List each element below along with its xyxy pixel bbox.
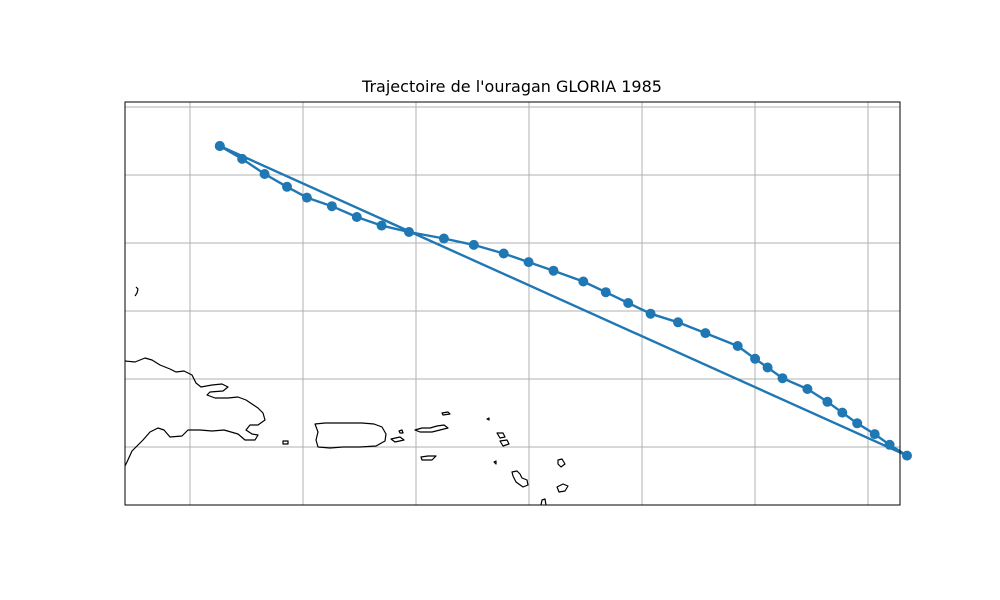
track-point [645,308,656,319]
coastline-anegada [441,411,451,416]
coastline-marie-galante [556,483,569,493]
track-point [623,298,634,308]
track-point [523,257,534,268]
coastline-anguilla [486,417,490,421]
coastline-st-croix [420,455,437,461]
coastline-mona [282,440,289,445]
coastline-puerto-rico [314,422,387,449]
track-point [301,192,312,203]
track-point [498,248,509,259]
coastline-vieques [390,436,405,443]
track-point [468,239,479,250]
track-point [438,233,449,244]
track-point [214,141,225,151]
track-point [700,328,711,339]
track-point [600,287,611,298]
track-point [750,353,761,364]
coastline-virgin-islands [414,424,449,433]
track-point [326,201,337,212]
coastline-desirade [557,458,566,468]
track-point [902,450,912,461]
coastline-antigua [499,439,510,447]
track-point [884,439,895,450]
track-point [802,384,813,394]
coastline-guadeloupe [511,470,529,488]
coastline-isolated-islet [134,286,139,297]
coastline-culebra [398,429,404,434]
track-point [404,227,414,237]
track-point [732,341,743,351]
track-point [777,373,788,384]
coastline-dominica [540,498,547,506]
gridlines [125,102,900,505]
coastline-montserrat [493,460,497,465]
track-point [237,153,248,164]
track-point [351,212,362,222]
chart-title: Trajectoire de l'ouragan GLORIA 1985 [361,77,662,96]
coastline-st-martin-barbuda [496,432,506,439]
track-point [762,362,773,373]
track-point [852,418,863,429]
coastline-hispaniola [124,357,266,467]
map-axes [124,101,912,506]
hurricane-track [214,141,912,461]
track-point [837,407,848,418]
track-point [376,220,387,231]
track-point [578,276,589,287]
track-point [259,169,270,179]
track-point [822,396,833,407]
track-point [869,429,880,440]
track-point [282,181,292,192]
coastlines [124,286,569,506]
track-point [548,265,559,276]
track-line [219,144,909,457]
map-frame [124,101,901,506]
track-point [673,317,683,328]
